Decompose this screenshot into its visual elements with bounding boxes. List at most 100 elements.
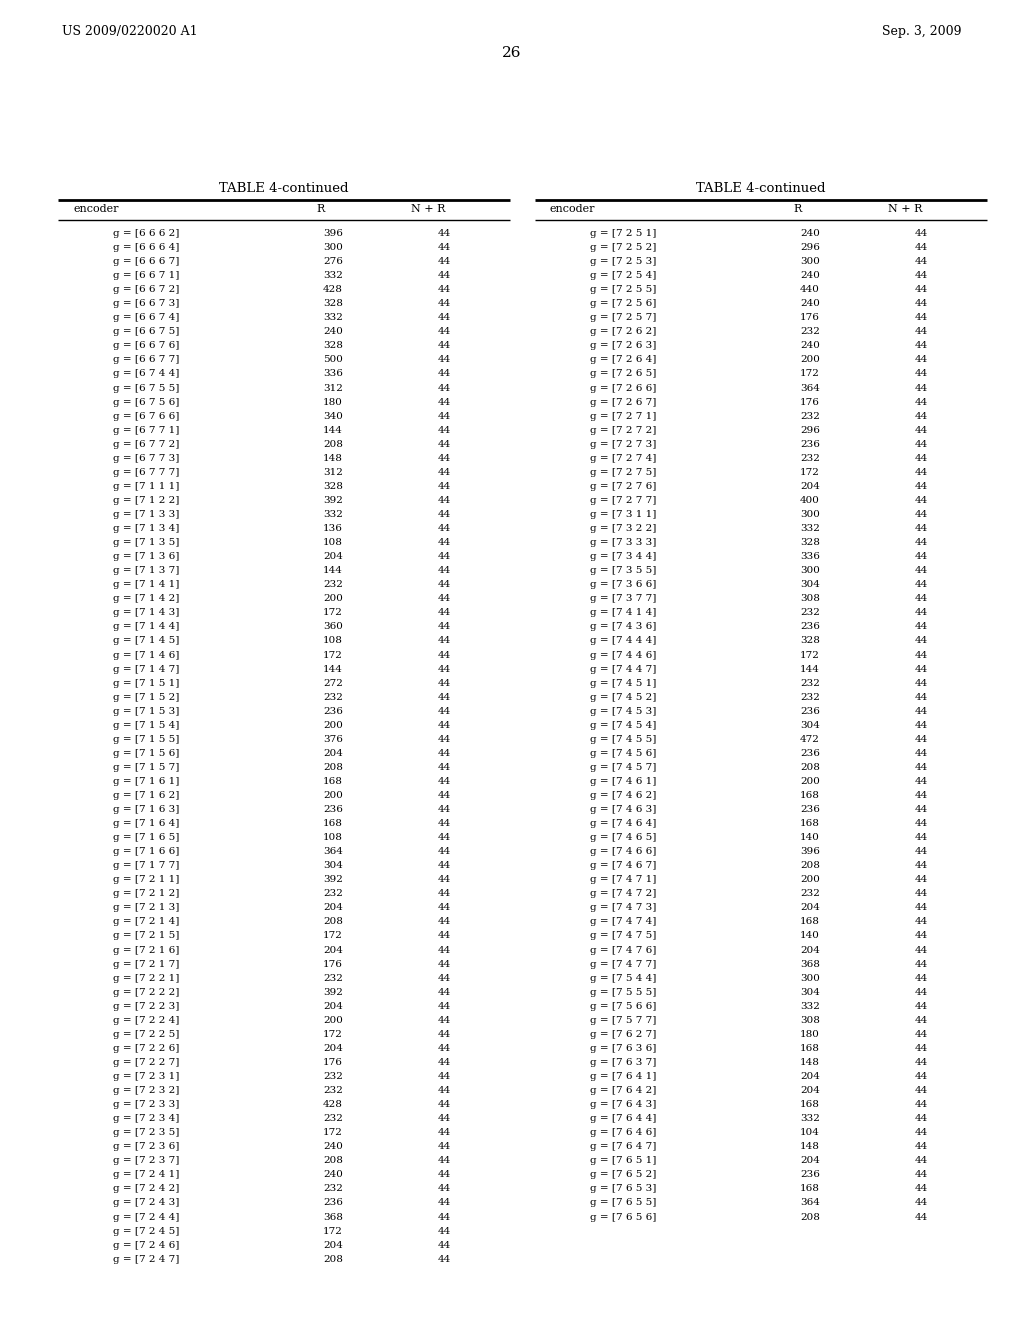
Text: g = [7 2 4 6]: g = [7 2 4 6] (113, 1241, 179, 1250)
Text: g = [7 4 7 4]: g = [7 4 7 4] (590, 917, 656, 927)
Text: 44: 44 (915, 384, 928, 392)
Text: g = [7 3 3 3]: g = [7 3 3 3] (590, 539, 656, 546)
Text: 396: 396 (323, 228, 343, 238)
Text: g = [7 2 1 1]: g = [7 2 1 1] (113, 875, 179, 884)
Text: g = [6 6 7 5]: g = [6 6 7 5] (113, 327, 179, 337)
Text: 304: 304 (800, 721, 820, 730)
Text: g = [6 6 7 1]: g = [6 6 7 1] (113, 271, 179, 280)
Text: 44: 44 (915, 1100, 928, 1109)
Text: g = [7 2 4 4]: g = [7 2 4 4] (113, 1213, 179, 1221)
Text: 44: 44 (915, 847, 928, 857)
Text: 340: 340 (323, 412, 343, 421)
Text: 232: 232 (323, 693, 343, 702)
Text: 332: 332 (800, 524, 820, 533)
Text: g = [7 2 7 7]: g = [7 2 7 7] (590, 496, 656, 506)
Text: 44: 44 (915, 1171, 928, 1179)
Text: 236: 236 (800, 748, 820, 758)
Text: 140: 140 (800, 932, 820, 940)
Text: 328: 328 (800, 539, 820, 546)
Text: 44: 44 (915, 257, 928, 267)
Text: 232: 232 (323, 1072, 343, 1081)
Text: 44: 44 (438, 636, 452, 645)
Text: g = [7 4 3 6]: g = [7 4 3 6] (590, 623, 656, 631)
Text: 44: 44 (915, 271, 928, 280)
Text: g = [7 2 2 3]: g = [7 2 2 3] (113, 1002, 179, 1011)
Text: N + R: N + R (889, 205, 923, 214)
Text: 392: 392 (323, 875, 343, 884)
Text: g = [7 2 5 5]: g = [7 2 5 5] (590, 285, 656, 294)
Text: g = [6 6 7 2]: g = [6 6 7 2] (113, 285, 179, 294)
Text: 44: 44 (438, 539, 452, 546)
Text: g = [7 2 3 5]: g = [7 2 3 5] (113, 1129, 179, 1138)
Text: 44: 44 (438, 342, 452, 350)
Text: g = [7 3 1 1]: g = [7 3 1 1] (590, 510, 656, 519)
Text: 44: 44 (915, 664, 928, 673)
Text: 44: 44 (915, 285, 928, 294)
Text: 44: 44 (438, 397, 452, 407)
Text: 396: 396 (800, 847, 820, 857)
Text: g = [7 6 4 3]: g = [7 6 4 3] (590, 1100, 656, 1109)
Text: 44: 44 (438, 228, 452, 238)
Text: 240: 240 (800, 271, 820, 280)
Text: 44: 44 (915, 636, 928, 645)
Text: 44: 44 (915, 1072, 928, 1081)
Text: 336: 336 (800, 552, 820, 561)
Text: 428: 428 (323, 285, 343, 294)
Text: 44: 44 (915, 875, 928, 884)
Text: g = [7 5 6 6]: g = [7 5 6 6] (590, 1002, 656, 1011)
Text: g = [7 2 3 6]: g = [7 2 3 6] (113, 1142, 179, 1151)
Text: 44: 44 (915, 1086, 928, 1096)
Text: 204: 204 (323, 552, 343, 561)
Text: 44: 44 (438, 1002, 452, 1011)
Text: g = [7 2 2 2]: g = [7 2 2 2] (113, 987, 179, 997)
Text: 204: 204 (323, 1241, 343, 1250)
Text: g = [7 2 3 4]: g = [7 2 3 4] (113, 1114, 179, 1123)
Text: 176: 176 (323, 1057, 343, 1067)
Text: 44: 44 (438, 763, 452, 772)
Text: 328: 328 (323, 342, 343, 350)
Text: 304: 304 (800, 987, 820, 997)
Text: g = [7 2 7 4]: g = [7 2 7 4] (590, 454, 656, 463)
Text: g = [7 4 7 2]: g = [7 4 7 2] (590, 890, 656, 899)
Text: g = [7 6 3 6]: g = [7 6 3 6] (590, 1044, 656, 1053)
Text: US 2009/0220020 A1: US 2009/0220020 A1 (62, 25, 198, 38)
Text: 168: 168 (800, 1044, 820, 1053)
Text: 400: 400 (800, 496, 820, 506)
Text: g = [7 2 5 7]: g = [7 2 5 7] (590, 313, 656, 322)
Text: 300: 300 (800, 566, 820, 576)
Text: 376: 376 (323, 735, 343, 743)
Text: 296: 296 (800, 425, 820, 434)
Text: 428: 428 (323, 1100, 343, 1109)
Text: 392: 392 (323, 496, 343, 506)
Text: g = [6 6 6 2]: g = [6 6 6 2] (113, 228, 179, 238)
Text: 232: 232 (800, 609, 820, 618)
Text: 360: 360 (323, 623, 343, 631)
Text: g = [7 1 3 6]: g = [7 1 3 6] (113, 552, 179, 561)
Text: 44: 44 (438, 425, 452, 434)
Text: 296: 296 (800, 243, 820, 252)
Text: g = [7 4 5 3]: g = [7 4 5 3] (590, 706, 656, 715)
Text: g = [7 2 1 5]: g = [7 2 1 5] (113, 932, 179, 940)
Text: 204: 204 (800, 1072, 820, 1081)
Text: 204: 204 (800, 903, 820, 912)
Text: 44: 44 (915, 370, 928, 379)
Text: 148: 148 (800, 1142, 820, 1151)
Text: 328: 328 (323, 300, 343, 309)
Text: g = [7 6 4 7]: g = [7 6 4 7] (590, 1142, 656, 1151)
Text: g = [7 3 2 2]: g = [7 3 2 2] (590, 524, 656, 533)
Text: 300: 300 (800, 257, 820, 267)
Text: 236: 236 (323, 805, 343, 814)
Text: 44: 44 (438, 524, 452, 533)
Text: g = [7 2 4 1]: g = [7 2 4 1] (113, 1171, 179, 1179)
Text: 44: 44 (915, 678, 928, 688)
Text: g = [7 4 7 5]: g = [7 4 7 5] (590, 932, 656, 940)
Text: 332: 332 (323, 271, 343, 280)
Text: 208: 208 (323, 763, 343, 772)
Text: 236: 236 (800, 440, 820, 449)
Text: g = [7 4 4 4]: g = [7 4 4 4] (590, 636, 656, 645)
Text: g = [7 4 7 6]: g = [7 4 7 6] (590, 945, 656, 954)
Text: g = [7 2 5 1]: g = [7 2 5 1] (590, 228, 656, 238)
Text: 44: 44 (915, 721, 928, 730)
Text: 272: 272 (323, 678, 343, 688)
Text: 44: 44 (438, 1044, 452, 1053)
